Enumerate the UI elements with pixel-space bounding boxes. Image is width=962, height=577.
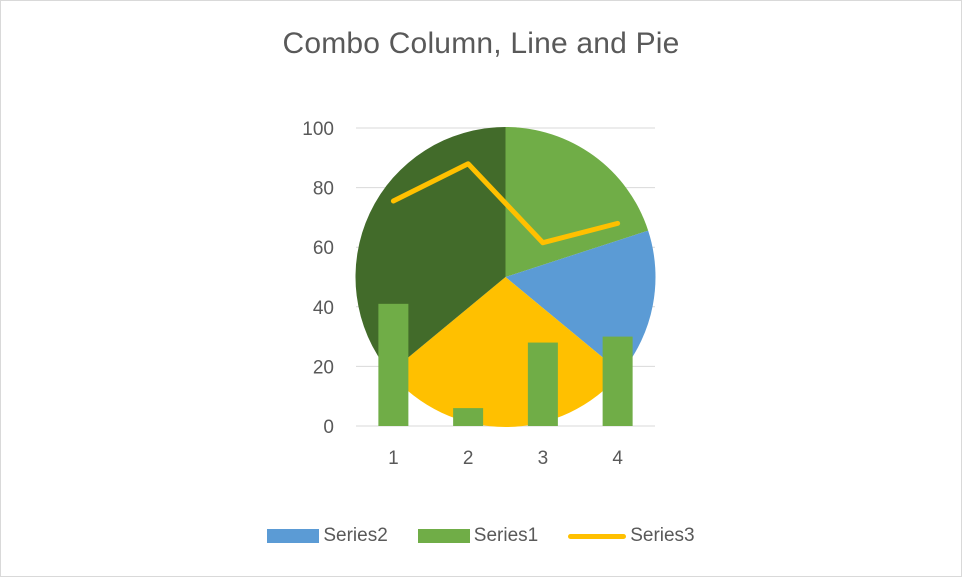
chart-title: Combo Column, Line and Pie <box>282 27 680 60</box>
legend: Series2 Series1 Series3 <box>1 525 961 547</box>
x-tick-label-4: 4 <box>612 448 623 469</box>
y-tick-label-0: 0 <box>323 417 334 438</box>
legend-label-series2: Series2 <box>323 525 388 546</box>
y-tick-label-20: 20 <box>313 357 334 378</box>
x-tick-label-1: 1 <box>388 448 399 469</box>
x-tick-label-3: 3 <box>538 448 549 469</box>
legend-item-series1: Series1 <box>417 525 539 547</box>
legend-label-series3: Series3 <box>630 525 695 546</box>
legend-label-series1: Series1 <box>473 525 539 546</box>
legend-item-series3: Series3 <box>568 525 695 547</box>
legend-marker-series2 <box>267 529 320 543</box>
line-series <box>390 161 621 246</box>
column-bar-4 <box>602 336 633 426</box>
y-tick-label-80: 80 <box>313 179 334 200</box>
column-bar-1 <box>378 303 409 426</box>
y-axis-tick-labels: 0 20 40 60 80 100 <box>302 119 334 438</box>
legend-marker-series3 <box>568 533 627 539</box>
column-bar-3 <box>527 342 558 426</box>
y-tick-label-40: 40 <box>313 298 334 319</box>
column-series <box>378 303 633 426</box>
column-bar-2 <box>453 408 484 426</box>
x-tick-label-2: 2 <box>463 448 474 469</box>
legend-item-series2: Series2 <box>267 525 388 547</box>
pie-slice-3 <box>389 277 622 427</box>
y-tick-label-100: 100 <box>302 119 334 140</box>
line-series-path <box>390 161 621 246</box>
x-axis-tick-labels: 1 2 3 4 <box>388 448 623 469</box>
y-tick-label-60: 60 <box>313 238 334 259</box>
legend-marker-series1 <box>417 529 470 543</box>
